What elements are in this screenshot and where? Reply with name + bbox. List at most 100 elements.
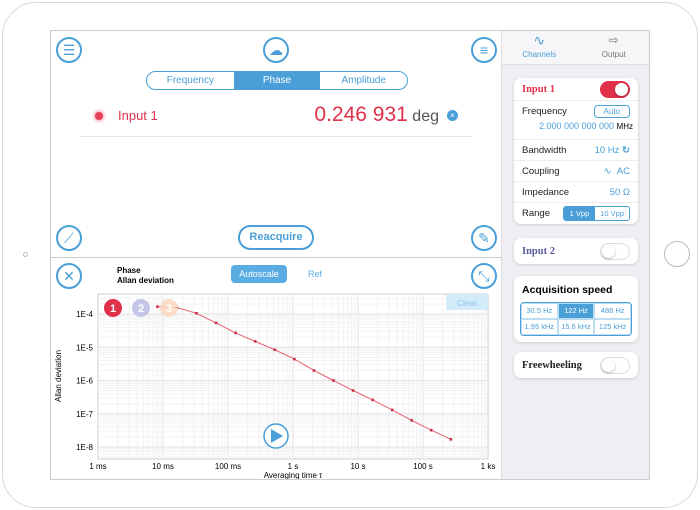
x-tick-label: 1 ms [89,462,106,471]
allan-deviation-chart[interactable]: 1 ms 10 ms 100 ms 1 s 10 s 100 s 1 ks 1E-4 1E-5 1… [51,281,501,480]
tab-output[interactable]: ⇨ Output [577,31,650,64]
marker-3[interactable] [160,299,178,317]
data-point [234,331,237,335]
data-point [429,428,433,432]
y-axis-label: Allan deviation [54,350,63,402]
tab-frequency[interactable]: Frequency [166,75,214,86]
remove-reading-icon[interactable]: × [447,110,458,121]
data-point [214,321,218,325]
marker-1-label: 1 [110,303,116,315]
ac-wave-icon: ∿ [603,165,612,177]
x-tick-label: 100 s [413,462,433,471]
speed-option[interactable]: 15.6 kHz [557,319,595,335]
clear-label[interactable]: Clear [457,298,477,308]
range-1vpp[interactable]: 1 Vpp [563,207,596,220]
channel-label: Input 1 [118,108,158,123]
data-point [390,408,394,412]
camera [23,252,28,257]
ref-button[interactable]: Ref [308,269,323,279]
data-point [332,379,335,382]
reading-value: 0.246 931 [314,103,408,126]
freewheeling-card: Freewheeling [514,352,638,378]
freewheeling-title: Freewheeling [522,359,582,371]
channel-indicator [95,112,103,120]
marker-2[interactable] [132,299,150,317]
clear-button[interactable] [446,294,488,310]
refresh-icon[interactable]: ↻ [622,144,630,156]
speed-option[interactable]: 125 kHz [594,319,631,335]
sidebar: ∿ Channels ⇨ Output Input 1 Frequency Aut… [501,31,650,479]
tab-output-label: Output [601,50,626,59]
close-icon[interactable]: ✕ [56,263,82,289]
data-point [195,311,198,315]
speed-option[interactable]: 122 Hz [557,303,595,319]
output-icon: ⇨ [608,33,619,47]
tab-channels-label: Channels [522,50,557,59]
x-tick-label: 100 ms [215,462,241,471]
data-point [449,438,453,441]
bandwidth-label: Bandwidth [522,144,567,156]
frequency-auto-button[interactable]: Auto [593,104,630,118]
y-tick-label: 1E-6 [76,377,93,386]
plot-type[interactable]: Allan deviation [117,276,174,285]
divider [51,257,501,258]
data-point [351,389,355,392]
data-point [293,357,296,361]
sliders-icon[interactable]: ≡ [471,37,497,63]
range-10vpp[interactable]: 10 Vpp [600,209,624,218]
tab-channels[interactable]: ∿ Channels [502,31,577,64]
x-tick-label: 10 s [350,462,365,471]
data-point [253,340,257,343]
range-label: Range [522,208,550,219]
freewheeling-toggle[interactable] [600,356,630,374]
trend-chart-icon[interactable]: ⟋ [56,225,82,251]
main-pane: ☰ ☁ ≡ Frequency Phase Amplitude Input 1 … [51,31,501,480]
bandwidth-value[interactable]: 10 Hz [594,144,620,156]
reading-unit: deg [412,108,439,125]
acquisition-speed-title: Acquisition speed [522,284,613,296]
input-2-card: Input 2 [514,238,638,264]
marker-1[interactable] [104,299,122,317]
play-icon [271,429,283,443]
notes-icon[interactable]: ✎ [471,225,497,251]
x-tick-label: 1 ks [481,462,496,471]
speed-option[interactable]: 488 Hz [594,303,631,319]
input-1-card: Input 1 Frequency Auto 2.000 000 000 000 … [514,78,638,224]
x-tick-label: 10 ms [152,462,174,471]
reacquire-button[interactable]: Reacquire [238,225,314,250]
y-tick-label: 1E-4 [76,310,93,319]
frequency-value[interactable]: 2.000 000 000 000 [538,121,615,131]
data-point [371,398,374,402]
x-tick-label: 1 s [288,462,299,471]
cloud-upload-icon[interactable]: ☁ [263,37,289,63]
impedance-value[interactable]: 50 Ω [609,186,630,198]
data-point [156,305,159,308]
home-button[interactable] [664,241,690,267]
coupling-label: Coupling [522,165,560,177]
autoscale-button[interactable]: Autoscale [231,265,287,283]
acquisition-speed-card: Acquisition speed 30.5 Hz 122 Hz 488 Hz … [514,276,638,342]
divider [81,136,471,137]
menu-icon[interactable]: ☰ [56,37,82,63]
speed-option[interactable]: 30.5 Hz [521,303,558,319]
marker-2-label: 2 [138,303,144,315]
frequency-label: Frequency [522,105,567,117]
speed-option[interactable]: 1.95 kHz [521,319,558,335]
input-1-title: Input 1 [522,83,555,95]
data-point [410,419,414,422]
tab-phase[interactable]: Phase [233,72,321,89]
input-2-toggle[interactable] [600,242,630,260]
y-tick-label: 1E-5 [76,343,93,352]
coupling-value[interactable]: AC [616,165,630,177]
x-axis-label: Averaging time τ [264,471,323,480]
tab-amplitude[interactable]: Amplitude [341,75,386,86]
input-1-toggle[interactable] [600,80,630,98]
frequency-unit: MHz [616,122,633,131]
series-line-input-1 [157,306,452,440]
expand-icon[interactable]: ⤡ [471,263,497,289]
impedance-label: Impedance [522,186,570,198]
data-point [312,369,316,372]
y-tick-label: 1E-8 [76,443,93,452]
app-screen: ☰ ☁ ≡ Frequency Phase Amplitude Input 1 … [50,30,650,480]
sine-wave-icon: ∿ [533,32,546,48]
